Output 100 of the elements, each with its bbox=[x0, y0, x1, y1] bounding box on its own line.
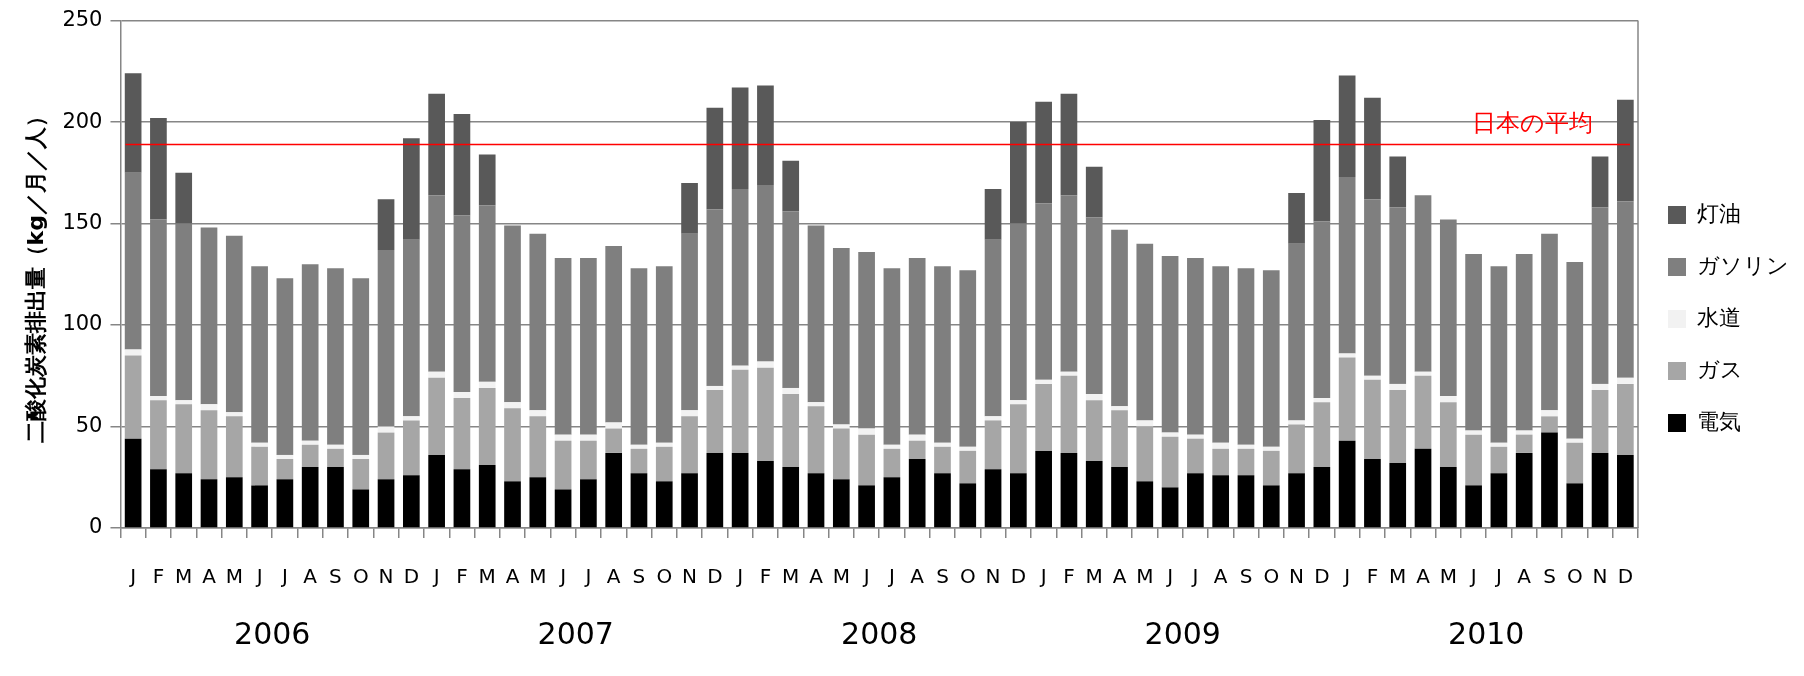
bar bbox=[175, 473, 193, 528]
bar bbox=[352, 454, 370, 459]
bar bbox=[655, 481, 673, 528]
x-tick-label: A bbox=[1416, 564, 1431, 589]
x-tick-label: S bbox=[1543, 564, 1556, 589]
bar bbox=[1338, 357, 1356, 441]
text: 2006 bbox=[234, 615, 311, 651]
bar bbox=[706, 107, 724, 210]
bar bbox=[731, 87, 749, 190]
bar bbox=[1591, 156, 1609, 208]
bar bbox=[1111, 467, 1128, 528]
y-tick-label: 100 bbox=[62, 311, 103, 336]
x-tick-label: A bbox=[505, 564, 520, 589]
legend-label: 電気 bbox=[1697, 408, 1741, 434]
bar bbox=[225, 416, 243, 478]
bar bbox=[150, 400, 167, 470]
bar bbox=[200, 404, 218, 411]
bar bbox=[883, 444, 901, 449]
x-tick-label: M bbox=[782, 564, 800, 589]
x-tick-label: O bbox=[959, 564, 976, 589]
bar bbox=[1010, 473, 1027, 528]
legend-label: ガソリン bbox=[1697, 252, 1789, 278]
bar bbox=[934, 442, 951, 447]
bar bbox=[757, 85, 774, 185]
x-tick-label: S bbox=[329, 564, 342, 589]
bar bbox=[959, 450, 977, 484]
y-tick-label: 250 bbox=[62, 7, 103, 32]
text: 2008 bbox=[841, 615, 918, 651]
bar bbox=[1136, 420, 1154, 427]
bar bbox=[150, 396, 167, 401]
bar bbox=[1060, 371, 1078, 376]
text: 2009 bbox=[1144, 615, 1221, 651]
bar bbox=[402, 416, 420, 421]
bar bbox=[1085, 394, 1103, 401]
bar bbox=[1414, 375, 1432, 449]
bar bbox=[554, 434, 572, 441]
bar bbox=[478, 387, 496, 466]
x-tick-label: J bbox=[279, 564, 288, 589]
bar bbox=[1237, 475, 1255, 528]
bar bbox=[1161, 487, 1179, 528]
ref-line-label: 日本の平均 bbox=[1472, 108, 1593, 137]
bar bbox=[1313, 402, 1331, 468]
bar bbox=[1364, 379, 1381, 459]
bar bbox=[1541, 410, 1558, 417]
bar bbox=[175, 400, 193, 405]
x-tick-label: A bbox=[910, 564, 925, 589]
x-tick-label: J bbox=[861, 564, 870, 589]
bar bbox=[757, 361, 774, 368]
bar bbox=[327, 448, 344, 468]
bar bbox=[706, 452, 724, 528]
bar bbox=[731, 369, 749, 453]
bar bbox=[630, 444, 648, 449]
bar bbox=[453, 469, 471, 528]
x-tick-label: J bbox=[1468, 564, 1477, 589]
bar bbox=[504, 408, 521, 482]
bar bbox=[1085, 400, 1103, 462]
bar bbox=[681, 410, 698, 417]
bar bbox=[1389, 383, 1407, 390]
bar bbox=[352, 489, 370, 528]
bar bbox=[1313, 467, 1331, 528]
bar bbox=[1515, 434, 1533, 453]
bar bbox=[1465, 430, 1482, 435]
y-tick-label: 200 bbox=[62, 108, 103, 133]
y-tick-label: 0 bbox=[89, 514, 103, 539]
bar bbox=[327, 467, 344, 528]
x-tick-label: N bbox=[1592, 564, 1608, 589]
bar bbox=[428, 377, 445, 455]
bar bbox=[529, 477, 547, 528]
bar bbox=[276, 479, 294, 528]
bar bbox=[1541, 416, 1558, 433]
x-tick-label: M bbox=[1389, 564, 1407, 589]
bar bbox=[1439, 402, 1457, 468]
bar bbox=[478, 381, 496, 388]
bar bbox=[276, 454, 294, 459]
x-tick-label: M bbox=[225, 564, 243, 589]
bar bbox=[1490, 473, 1508, 528]
bar bbox=[1060, 375, 1078, 453]
bar bbox=[580, 434, 597, 441]
bar bbox=[1262, 446, 1280, 451]
bar bbox=[276, 458, 294, 480]
bar bbox=[504, 481, 521, 528]
bar bbox=[655, 446, 673, 482]
bar bbox=[453, 392, 471, 399]
bar bbox=[655, 442, 673, 447]
bar bbox=[327, 444, 344, 449]
bar bbox=[124, 438, 142, 528]
bar bbox=[1313, 120, 1331, 222]
bar bbox=[1161, 436, 1179, 488]
bar bbox=[934, 446, 951, 474]
bar bbox=[1591, 383, 1609, 390]
x-tick-label: N bbox=[682, 564, 698, 589]
x-tick-label: A bbox=[1213, 564, 1228, 589]
x-tick-label: S bbox=[936, 564, 949, 589]
bar bbox=[605, 452, 623, 528]
x-tick-label: N bbox=[985, 564, 1001, 589]
bar bbox=[377, 426, 395, 433]
bar bbox=[1364, 375, 1381, 380]
bar bbox=[529, 416, 547, 478]
x-tick-label: O bbox=[1566, 564, 1583, 589]
bar bbox=[150, 469, 167, 528]
